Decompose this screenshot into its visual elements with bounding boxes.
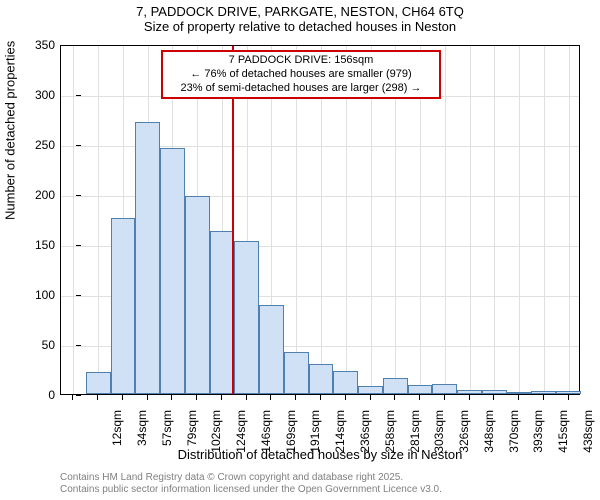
x-tick-mark [543, 395, 544, 400]
x-tick-mark [568, 395, 569, 400]
y-tick-mark [76, 345, 81, 346]
histogram-bar [507, 392, 532, 394]
y-tick-label: 150 [5, 238, 55, 252]
x-tick-label: 393sqm [531, 410, 545, 460]
y-tick-label: 300 [5, 88, 55, 102]
x-tick-label: 169sqm [284, 410, 298, 460]
grid-line-v [569, 46, 570, 394]
x-tick-mark [370, 395, 371, 400]
x-tick-mark [270, 395, 271, 400]
histogram-bar [185, 196, 210, 394]
chart-container: 7, PADDOCK DRIVE, PARKGATE, NESTON, CH64… [0, 0, 600, 500]
histogram-bar [457, 390, 482, 394]
x-tick-mark [345, 395, 346, 400]
x-tick-label: 191sqm [308, 410, 322, 460]
histogram-bar [358, 386, 383, 394]
y-tick-label: 100 [5, 288, 55, 302]
footer-line-1: Contains HM Land Registry data © Crown c… [60, 472, 442, 484]
x-tick-label: 124sqm [234, 410, 248, 460]
x-tick-label: 326sqm [457, 410, 471, 460]
x-tick-mark [246, 395, 247, 400]
y-tick-label: 350 [5, 38, 55, 52]
x-tick-mark [469, 395, 470, 400]
grid-line-v [470, 46, 471, 394]
footer-attribution: Contains HM Land Registry data © Crown c… [60, 472, 442, 496]
annotation-line-2: ← 76% of detached houses are smaller (97… [167, 68, 435, 82]
grid-line-v [494, 46, 495, 394]
title-subtitle: Size of property relative to detached ho… [0, 19, 600, 34]
x-tick-mark [518, 395, 519, 400]
x-tick-mark [295, 395, 296, 400]
x-tick-label: 214sqm [333, 410, 347, 460]
x-tick-label: 236sqm [358, 410, 372, 460]
x-tick-mark [196, 395, 197, 400]
histogram-bar [432, 384, 457, 394]
x-tick-label: 303sqm [432, 410, 446, 460]
y-tick-mark [76, 295, 81, 296]
x-tick-label: 438sqm [581, 410, 595, 460]
annotation-line-3: 23% of semi-detached houses are larger (… [167, 82, 435, 96]
y-tick-mark [76, 395, 81, 396]
histogram-bar [482, 390, 507, 394]
y-tick-mark [76, 95, 81, 96]
histogram-bar [259, 305, 284, 394]
y-tick-label: 250 [5, 138, 55, 152]
x-tick-mark [171, 395, 172, 400]
title-address: 7, PADDOCK DRIVE, PARKGATE, NESTON, CH64… [0, 4, 600, 19]
grid-line-v [445, 46, 446, 394]
histogram-bar [556, 391, 581, 394]
grid-line-v [98, 46, 99, 394]
grid-line-v [73, 46, 74, 394]
y-tick-label: 0 [5, 388, 55, 402]
histogram-bar [309, 364, 334, 394]
histogram-bar [210, 231, 235, 394]
histogram-bar [160, 148, 185, 394]
x-tick-mark [394, 395, 395, 400]
annotation-box: 7 PADDOCK DRIVE: 156sqm← 76% of detached… [161, 50, 441, 99]
y-tick-mark [76, 45, 81, 46]
histogram-bar [333, 371, 358, 394]
x-tick-label: 258sqm [383, 410, 397, 460]
histogram-bar [234, 241, 259, 394]
x-tick-mark [221, 395, 222, 400]
x-tick-label: 34sqm [135, 410, 149, 460]
x-tick-label: 415sqm [556, 410, 570, 460]
x-tick-label: 12sqm [110, 410, 124, 460]
footer-line-2: Contains public sector information licen… [60, 484, 442, 496]
y-tick-mark [76, 195, 81, 196]
x-tick-mark [419, 395, 420, 400]
x-tick-mark [97, 395, 98, 400]
x-tick-mark [444, 395, 445, 400]
x-tick-label: 79sqm [185, 410, 199, 460]
grid-line-v [519, 46, 520, 394]
y-tick-label: 200 [5, 188, 55, 202]
annotation-line-1: 7 PADDOCK DRIVE: 156sqm [167, 54, 435, 68]
grid-line-v [544, 46, 545, 394]
histogram-bar [111, 218, 136, 394]
x-tick-mark [320, 395, 321, 400]
histogram-bar [383, 378, 408, 394]
plot-area: 7 PADDOCK DRIVE: 156sqm← 76% of detached… [60, 45, 580, 395]
y-tick-mark [76, 145, 81, 146]
x-tick-label: 370sqm [507, 410, 521, 460]
x-tick-mark [147, 395, 148, 400]
histogram-bar [531, 391, 556, 394]
y-tick-mark [76, 245, 81, 246]
x-tick-mark [72, 395, 73, 400]
x-tick-label: 348sqm [482, 410, 496, 460]
x-tick-label: 57sqm [160, 410, 174, 460]
histogram-bar [408, 385, 433, 394]
histogram-bar [135, 122, 160, 394]
x-tick-label: 281sqm [408, 410, 422, 460]
x-tick-label: 102sqm [209, 410, 223, 460]
histogram-bar [284, 352, 309, 394]
x-tick-mark [493, 395, 494, 400]
histogram-bar [86, 372, 111, 394]
x-tick-label: 146sqm [259, 410, 273, 460]
title-block: 7, PADDOCK DRIVE, PARKGATE, NESTON, CH64… [0, 4, 600, 34]
x-tick-mark [122, 395, 123, 400]
y-tick-label: 50 [5, 338, 55, 352]
